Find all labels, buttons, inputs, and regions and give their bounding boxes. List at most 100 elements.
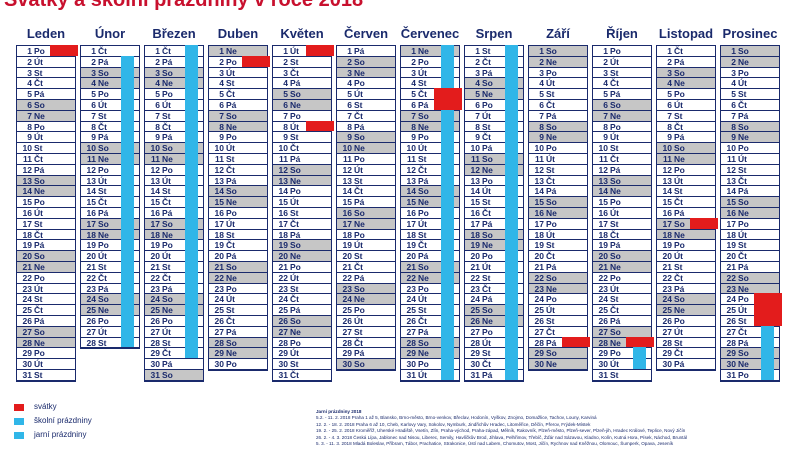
day-row: 2 Ne bbox=[529, 56, 587, 68]
day-row: 4 Ne bbox=[81, 77, 139, 90]
weekday-label: St bbox=[162, 337, 171, 348]
day-number: 17 bbox=[214, 218, 224, 229]
vacation-marker bbox=[121, 109, 134, 121]
day-number: 24 bbox=[598, 294, 608, 305]
day-number: 2 bbox=[411, 56, 416, 67]
weekday-label: Út bbox=[162, 100, 171, 110]
day-number: 29 bbox=[278, 348, 288, 359]
month-days: 1 Ne 2 Po 3 Út 4 St 5 Čt 6 Pá 7 So 8 Ne 9 Po 10 Út 11 St 12 Čt 1… bbox=[208, 45, 270, 371]
day-row: 11 Ne bbox=[145, 153, 203, 165]
day-number: 12 bbox=[214, 164, 224, 175]
day-number: 8 bbox=[91, 121, 96, 132]
weekday-label: Út bbox=[674, 326, 683, 337]
day-row: 17 Út bbox=[209, 219, 267, 230]
weekday-label: Po bbox=[738, 370, 749, 380]
day-number: 20 bbox=[726, 251, 736, 262]
day-row: 3 Po bbox=[529, 68, 587, 79]
weekday-label: Ne bbox=[98, 305, 109, 316]
day-number: 19 bbox=[598, 240, 608, 251]
weekday-label: St bbox=[354, 100, 363, 110]
day-number: 23 bbox=[470, 283, 480, 294]
weekday-label: Ne bbox=[354, 143, 365, 154]
day-number: 20 bbox=[662, 251, 672, 262]
day-number: 16 bbox=[406, 208, 416, 218]
day-row: 1 Čt bbox=[145, 45, 203, 57]
day-row: 30 St bbox=[273, 359, 331, 370]
day-number: 9 bbox=[603, 132, 608, 143]
weekday-label: Ne bbox=[34, 186, 45, 197]
vacation-marker bbox=[185, 282, 198, 294]
day-row: 16 Út bbox=[593, 208, 651, 219]
day-row: 9 Ne bbox=[721, 132, 779, 144]
weekday-label: So bbox=[610, 100, 621, 110]
day-row: 24 Po bbox=[721, 293, 782, 306]
day-number: 2 bbox=[155, 56, 160, 67]
vacation-marker bbox=[441, 196, 454, 207]
weekday-label: Pá bbox=[354, 348, 365, 359]
day-row: 10 So bbox=[145, 142, 203, 154]
day-number: 17 bbox=[86, 218, 96, 229]
day-number: 28 bbox=[150, 337, 160, 348]
holiday-marker bbox=[242, 55, 270, 67]
weekday-label: Po bbox=[162, 240, 173, 251]
day-number: 10 bbox=[470, 143, 480, 154]
month-days: 1 Pá 2 So 3 Ne 4 Po 5 Út 6 St 7 Čt 8 Pá 9 So 10 Ne 11 Po 12 Út 1… bbox=[336, 45, 396, 371]
day-number: 24 bbox=[726, 294, 736, 305]
day-number: 21 bbox=[278, 262, 288, 272]
day-number: 13 bbox=[342, 175, 352, 186]
weekday-label: Čt bbox=[674, 272, 683, 283]
day-row: 28 Po bbox=[273, 338, 331, 349]
day-number: 26 bbox=[470, 316, 480, 326]
weekday-label: Pá bbox=[674, 208, 685, 218]
day-number: 7 bbox=[91, 110, 96, 121]
weekday-label: Po bbox=[162, 164, 173, 175]
weekday-label: Út bbox=[674, 175, 683, 186]
weekday-label: Út bbox=[674, 251, 683, 262]
weekday-label: Po bbox=[674, 89, 685, 100]
vacation-marker bbox=[761, 369, 774, 380]
weekday-label: St bbox=[418, 154, 427, 164]
day-row: 6 So bbox=[593, 100, 651, 111]
vacation-marker bbox=[505, 109, 518, 121]
day-number: 16 bbox=[534, 208, 544, 218]
day-row: 27 Út bbox=[657, 327, 715, 338]
day-number: 15 bbox=[86, 197, 96, 208]
day-row: 3 So bbox=[81, 66, 139, 79]
day-row: 29 Čt bbox=[145, 347, 203, 360]
day-number: 18 bbox=[534, 229, 544, 240]
day-row: 18 Pá bbox=[273, 230, 331, 241]
day-number: 26 bbox=[726, 316, 736, 326]
weekday-label: Čt bbox=[610, 305, 619, 316]
day-number: 20 bbox=[86, 251, 96, 262]
weekday-label: Út bbox=[546, 78, 555, 89]
month-days: 1 Čt 2 Pá 3 So 4 Ne 5 Po 6 Út 7 St 8 Čt 9 Pá 10 So 11 Ne 12 Po 1… bbox=[144, 45, 204, 382]
weekday-label: Ne bbox=[226, 348, 237, 359]
weekday-label: Út bbox=[418, 143, 427, 154]
day-row: 14 So bbox=[209, 186, 267, 198]
day-row: 26 Čt bbox=[401, 315, 459, 327]
day-number: 6 bbox=[27, 100, 32, 110]
day-row: 23 Pá bbox=[657, 284, 715, 295]
weekday-label: So bbox=[546, 197, 557, 208]
day-row: 31 St bbox=[17, 370, 75, 381]
day-number: 17 bbox=[406, 218, 416, 229]
day-row: 11 Út bbox=[529, 154, 587, 165]
weekday-label: Pá bbox=[34, 89, 45, 100]
month-days: 1 So 2 Ne 3 Po 4 Út 5 St 6 Čt 7 Pá 8 So 9 Ne 10 Po 11 Út 12 St 1… bbox=[528, 45, 590, 371]
weekday-label: Pá bbox=[226, 251, 237, 262]
vacation-marker bbox=[505, 185, 518, 197]
day-number: 13 bbox=[662, 175, 672, 186]
day-row: 18 St bbox=[401, 228, 459, 241]
day-number: 23 bbox=[86, 283, 96, 294]
day-row: 18 Ne bbox=[81, 228, 139, 241]
day-number: 28 bbox=[662, 337, 672, 348]
day-number: 6 bbox=[155, 100, 160, 110]
day-number: 10 bbox=[22, 143, 32, 154]
vacation-marker bbox=[761, 347, 774, 359]
day-number: 12 bbox=[406, 164, 416, 175]
day-number: 10 bbox=[598, 143, 608, 154]
day-row: 11 Čt bbox=[17, 154, 75, 165]
weekday-label: Po bbox=[354, 229, 365, 240]
vacation-marker bbox=[441, 250, 454, 261]
weekday-label: Čt bbox=[162, 197, 171, 208]
